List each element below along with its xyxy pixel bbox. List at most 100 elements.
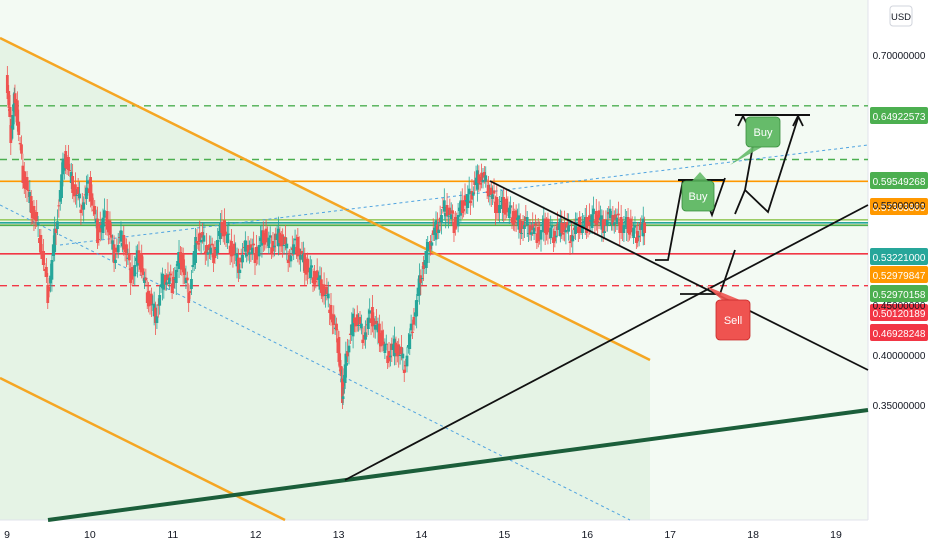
candle-body[interactable] <box>303 253 307 273</box>
candle-body[interactable] <box>249 244 253 250</box>
candle-body[interactable] <box>424 251 428 268</box>
candle-body[interactable] <box>326 293 330 299</box>
candle-body[interactable] <box>456 215 460 227</box>
candle-body[interactable] <box>75 195 79 196</box>
candle-body[interactable] <box>355 314 359 326</box>
candle-body[interactable] <box>484 175 488 182</box>
candle-body[interactable] <box>11 115 15 130</box>
candle-body[interactable] <box>281 234 285 246</box>
candle-body[interactable] <box>254 247 258 260</box>
candle-body[interactable] <box>248 252 251 255</box>
candle-body[interactable] <box>71 176 75 193</box>
candle-body[interactable] <box>127 253 131 261</box>
candle-body[interactable] <box>594 211 598 225</box>
candle-body[interactable] <box>210 243 214 246</box>
candle-body[interactable] <box>554 235 558 238</box>
candle-body[interactable] <box>241 255 244 263</box>
candle-body[interactable] <box>213 247 217 258</box>
candle-body[interactable] <box>278 232 282 243</box>
candle-body[interactable] <box>306 258 309 273</box>
candle-body[interactable] <box>394 342 398 353</box>
candle-body[interactable] <box>105 211 109 230</box>
candle-body[interactable] <box>282 245 286 246</box>
candle-body[interactable] <box>467 188 471 195</box>
candle-body[interactable] <box>346 351 349 357</box>
candle-body[interactable] <box>297 248 301 256</box>
candle-body[interactable] <box>567 225 571 232</box>
candle-body[interactable] <box>514 210 518 220</box>
candle-body[interactable] <box>268 235 272 238</box>
candle-body[interactable] <box>518 219 522 233</box>
price-level-tag[interactable] <box>870 172 928 189</box>
candle-body[interactable] <box>13 93 17 103</box>
candle-body[interactable] <box>114 259 117 263</box>
candle-body[interactable] <box>183 268 186 275</box>
trade-note-box[interactable] <box>745 116 781 148</box>
candle-body[interactable] <box>481 180 485 183</box>
candle-body[interactable] <box>375 321 378 325</box>
candle-body[interactable] <box>232 243 236 255</box>
candle-body[interactable] <box>615 217 619 224</box>
candle-body[interactable] <box>451 210 454 214</box>
candle-body[interactable] <box>603 231 606 233</box>
candle-body[interactable] <box>50 260 54 280</box>
candle-body[interactable] <box>549 227 553 238</box>
candle-body[interactable] <box>108 220 112 235</box>
candle-body[interactable] <box>224 231 228 235</box>
candle-body[interactable] <box>237 257 240 273</box>
candle-body[interactable] <box>368 310 372 314</box>
candle-body[interactable] <box>73 184 77 196</box>
candle-body[interactable] <box>103 210 106 218</box>
candle-body[interactable] <box>292 244 296 254</box>
channel-upper-line[interactable] <box>0 36 651 362</box>
candle-body[interactable] <box>359 323 363 329</box>
candle-body[interactable] <box>257 245 261 257</box>
candle-body[interactable] <box>502 197 506 213</box>
candle-body[interactable] <box>267 237 271 248</box>
candle-body[interactable] <box>205 245 209 255</box>
candle-body[interactable] <box>196 243 200 245</box>
candle-body[interactable] <box>296 237 300 257</box>
candle-body[interactable] <box>285 243 289 249</box>
candle-body[interactable] <box>89 177 92 202</box>
candle-body[interactable] <box>405 355 409 367</box>
candle-body[interactable] <box>343 364 347 383</box>
price-level-tag[interactable] <box>870 248 928 265</box>
candle-body[interactable] <box>430 242 434 246</box>
candle-body[interactable] <box>622 225 626 233</box>
candle-body[interactable] <box>57 205 61 207</box>
candle-body[interactable] <box>353 317 356 323</box>
candle-body[interactable] <box>36 222 40 225</box>
candle-body[interactable] <box>154 307 157 323</box>
price-level-tag[interactable] <box>870 285 928 302</box>
candle-body[interactable] <box>165 282 168 285</box>
candle-body[interactable] <box>377 323 381 343</box>
candle-body[interactable] <box>5 75 9 93</box>
candle-body[interactable] <box>230 241 233 257</box>
candle-body[interactable] <box>329 305 333 320</box>
candle-body[interactable] <box>492 190 496 194</box>
candle-body[interactable] <box>39 235 43 253</box>
candle-body[interactable] <box>338 353 342 366</box>
candle-body[interactable] <box>351 313 355 337</box>
candle-body[interactable] <box>243 240 247 252</box>
candle-body[interactable] <box>158 295 162 306</box>
candle-body[interactable] <box>561 233 565 235</box>
candle-body[interactable] <box>79 209 83 213</box>
candle-body[interactable] <box>324 295 327 296</box>
candle-body[interactable] <box>319 279 323 293</box>
candle-body[interactable] <box>44 267 48 277</box>
candle-body[interactable] <box>201 232 204 238</box>
candle-body[interactable] <box>64 151 68 168</box>
candle-body[interactable] <box>166 274 170 280</box>
candle-body[interactable] <box>539 230 543 240</box>
candle-body[interactable] <box>300 251 304 255</box>
candle-body[interactable] <box>20 144 23 154</box>
candle-body[interactable] <box>564 230 568 233</box>
candle-body[interactable] <box>178 252 182 263</box>
candle-body[interactable] <box>420 278 424 279</box>
candle-body[interactable] <box>284 237 287 245</box>
candle-body[interactable] <box>601 219 605 233</box>
candle-body[interactable] <box>162 283 166 290</box>
candle-body[interactable] <box>130 267 134 280</box>
